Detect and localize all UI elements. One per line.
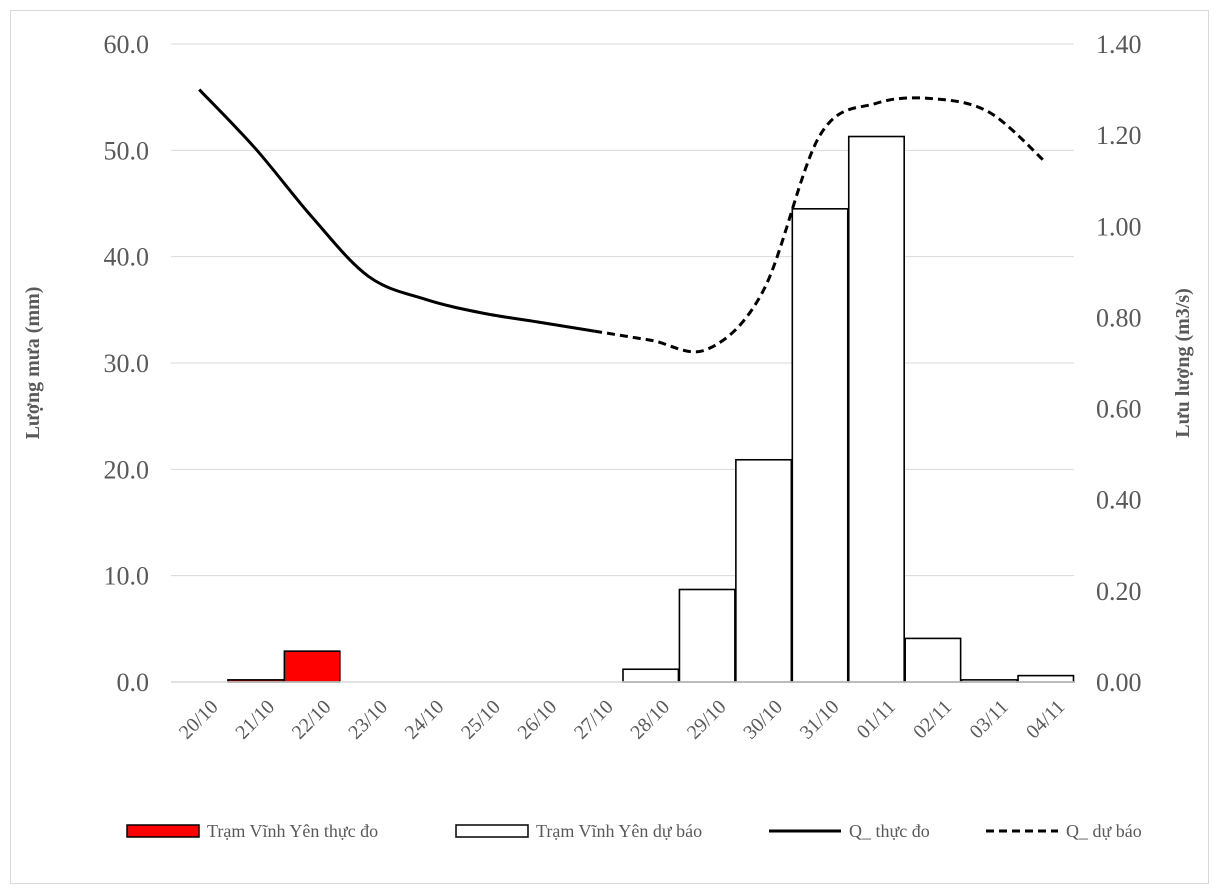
x-tick-label: 04/11 [1022,696,1069,743]
bar [283,650,341,683]
x-tick-label: 02/11 [909,696,956,743]
y-right-tick-label: 1.20 [1096,121,1142,150]
x-tick-label: 30/10 [739,696,787,744]
bar [622,668,680,683]
gridlines [171,43,1074,577]
x-tick-label: 21/10 [231,696,279,744]
y-right-axis-title: Lưu lượng (m3/s) [1172,288,1194,438]
x-tick-label: 29/10 [683,696,731,744]
x-tick-label: 20/10 [175,696,223,744]
bars [227,135,1075,683]
legend: Trạm Vĩnh Yên thực đo Trạm Vĩnh Yên dự bá… [126,821,1142,841]
y-right-tick-label: 0.00 [1096,668,1142,697]
y-left-axis: 0.0 10.0 20.0 30.0 40.0 50.0 60.0 [104,30,150,697]
bar [847,135,905,683]
bar [678,588,736,683]
x-tick-label: 22/10 [288,696,336,744]
y-left-tick-label: 60.0 [104,30,150,59]
bar [1017,674,1075,683]
x-tick-label: 31/10 [796,696,844,744]
y-left-tick-label: 0.0 [117,668,150,697]
x-axis-labels: 20/10 21/10 22/10 23/10 24/10 25/10 26/10 27/10… [175,696,1069,744]
q-observed-line [198,88,595,333]
legend-label: Trạm Vĩnh Yên dự báo [536,821,702,841]
y-right-axis: 0.00 0.20 0.40 0.60 0.80 1.00 1.20 1.40 [1096,30,1142,697]
chart-svg: 0.0 10.0 20.0 30.0 40.0 50.0 60.0 0.00 0.20 0.40… [22,30,1194,841]
legend-label: Q_ thực đo [849,821,930,841]
y-left-tick-label: 50.0 [104,136,150,165]
legend-label: Q_ dự báo [1066,821,1142,841]
x-tick-label: 03/11 [966,696,1013,743]
x-tick-label: 01/11 [853,696,900,743]
y-left-tick-label: 40.0 [104,243,150,272]
x-tick-label: 24/10 [401,696,449,744]
y-left-tick-label: 20.0 [104,455,150,484]
y-right-tick-label: 0.20 [1096,577,1142,606]
bar [904,637,962,683]
legend-swatch [126,824,200,838]
x-tick-label: 28/10 [626,696,674,744]
lines [198,88,1047,354]
y-right-tick-label: 1.40 [1096,30,1142,59]
y-right-tick-label: 1.00 [1096,212,1142,241]
bar [791,208,849,683]
y-left-tick-label: 10.0 [104,562,150,591]
legend-label: Trạm Vĩnh Yên thực đo [207,821,378,841]
x-tick-label: 25/10 [457,696,505,744]
x-tick-label: 27/10 [570,696,618,744]
q-forecast-line [594,96,1047,354]
y-left-axis-title: Lượng mưa (mm) [22,287,44,440]
legend-swatch [455,824,529,838]
x-tick-label: 23/10 [344,696,392,744]
bar [735,458,793,683]
y-right-tick-label: 0.40 [1096,486,1142,515]
y-right-tick-label: 0.80 [1096,303,1142,332]
x-tick-label: 26/10 [514,696,562,744]
chart-frame: 0.0 10.0 20.0 30.0 40.0 50.0 60.0 0.00 0.20 0.40… [10,10,1209,884]
y-right-tick-label: 0.60 [1096,395,1142,424]
y-left-tick-label: 30.0 [104,349,150,378]
